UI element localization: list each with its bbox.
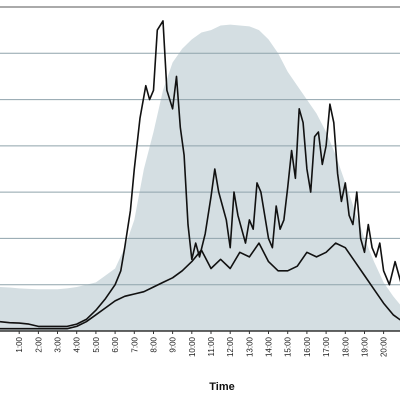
x-tick-label: 15:00 [284,336,293,357]
x-tick-label: 12:00 [226,336,235,357]
x-tick-label: 16:00 [303,336,312,357]
x-axis-title: Time [209,381,234,393]
x-tick-label: 9:00 [169,336,178,352]
series-line-1 [0,20,400,328]
x-tick-label: 10:00 [188,336,197,357]
x-tick-label: 11:00 [207,336,216,356]
x-tick-label: 13:00 [245,336,254,357]
x-tick-label: 7:00 [130,336,139,352]
x-tick-label: 8:00 [150,336,159,352]
x-tick-label: 2:00 [34,336,43,352]
x-tick-label: 19:00 [361,336,370,357]
x-axis-ticks: 1:00 2:00 3:00 4:00 5:00 6:00 7:00 8:00 9:00 10:0… [15,331,389,357]
x-tick-label: 20:00 [380,336,389,357]
x-tick-label: 5:00 [92,336,101,352]
series-layer [0,20,400,330]
x-tick-label: 14:00 [265,336,274,357]
area-series [0,24,400,331]
area-layer [0,24,400,331]
x-tick-label: 17:00 [322,336,331,357]
x-tick-label: 3:00 [54,336,63,352]
x-tick-label: 18:00 [341,336,350,357]
x-tick-label: 1:00 [15,336,24,352]
series-line-2 [0,242,400,330]
x-tick-label: 4:00 [73,336,82,352]
gridlines [0,52,400,286]
x-tick-label: 6:00 [111,336,120,352]
